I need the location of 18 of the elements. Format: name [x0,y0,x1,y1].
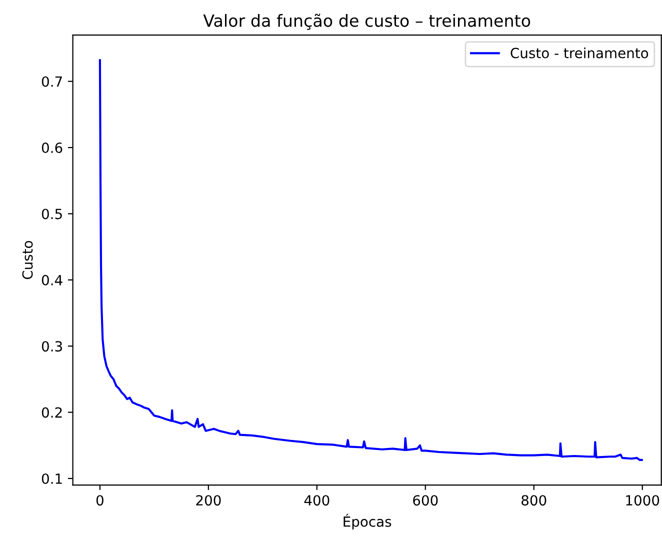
chart-title: Valor da função de custo – treinamento [203,14,530,30]
y-tick-label: 0.2 [42,407,62,418]
legend-label: Custo - treinamento [510,48,648,58]
y-tick-label: 0.3 [42,341,62,352]
x-tick-label: 200 [196,495,221,506]
x-axis-title: Épocas [344,514,392,530]
x-tick-label: 800 [522,495,546,506]
x-tick-label: 1000 [626,495,660,506]
y-axis-title: Custo [22,240,33,280]
x-tick-label: 600 [413,495,438,506]
x-tick-label: 0 [96,495,104,506]
y-tick-label: 0.4 [42,274,62,286]
x-tick-label: 400 [304,495,330,506]
y-tick-label: 0.7 [42,76,62,87]
y-tick-label: 0.5 [42,208,62,220]
line-series [98,59,643,461]
y-tick-label: 0.6 [42,142,62,154]
y-tick-label: 0.1 [42,473,62,484]
